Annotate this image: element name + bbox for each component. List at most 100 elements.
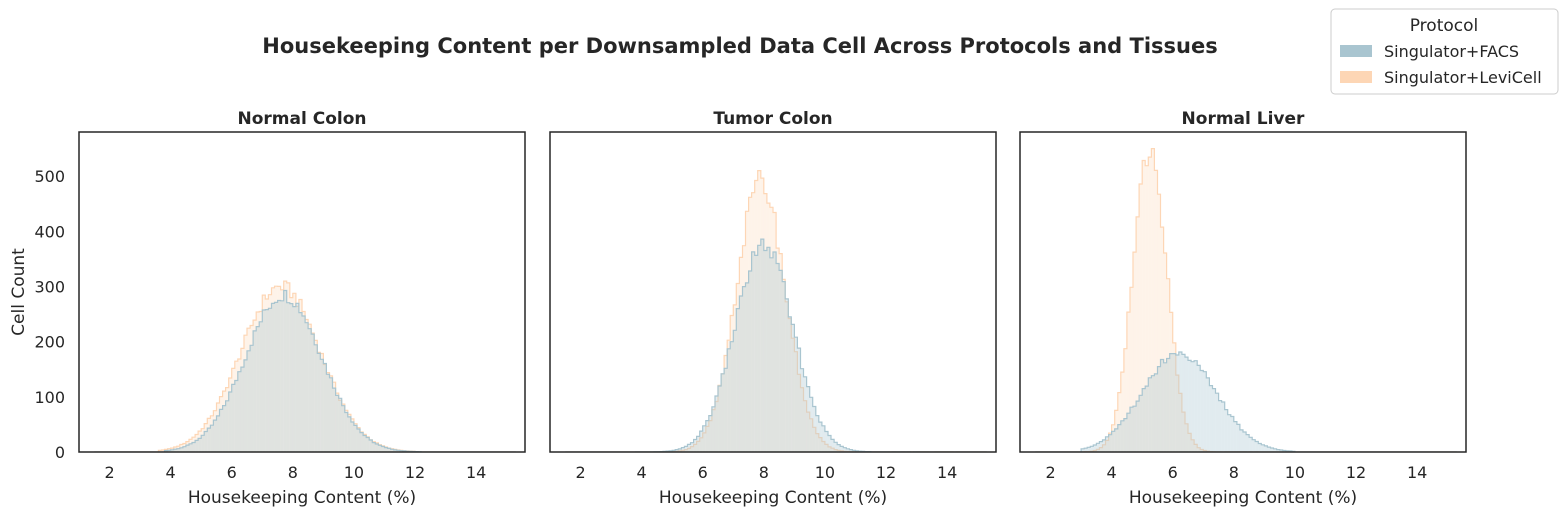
- bar-levicell: [292, 293, 296, 452]
- bar-facs: [378, 445, 382, 452]
- bar-facs: [173, 449, 177, 452]
- bar-facs: [837, 444, 841, 452]
- bar-facs: [718, 385, 722, 452]
- bar-levicell: [259, 311, 263, 452]
- y-tick-label: 500: [34, 167, 65, 186]
- bar-facs: [253, 330, 257, 452]
- bar-facs: [693, 439, 697, 452]
- bar-levicell: [1111, 424, 1115, 452]
- x-tick-label: 12: [876, 463, 896, 482]
- bar-facs: [1154, 373, 1158, 452]
- bar-facs: [1233, 421, 1237, 452]
- bar-levicell: [1133, 252, 1137, 452]
- bar-facs: [1191, 361, 1195, 452]
- plot-area: [1035, 148, 1457, 452]
- bar-facs: [1136, 401, 1140, 452]
- bar-levicell: [216, 403, 220, 452]
- bar-facs: [344, 412, 348, 452]
- bar-levicell: [158, 450, 162, 452]
- bar-facs: [216, 415, 220, 452]
- bar-facs: [225, 400, 229, 452]
- bar-facs: [711, 406, 715, 452]
- panel-normal-colon: Normal Colon 2 4 6 8 10 12 14 Housekeeping Conte…: [34, 109, 526, 508]
- bar-facs: [210, 425, 214, 452]
- bar-facs: [714, 396, 719, 452]
- step-outline-levicell: [1035, 148, 1457, 452]
- x-tick-label: 8: [759, 463, 769, 482]
- x-tick-label: 2: [104, 463, 114, 482]
- bar-facs: [1145, 386, 1149, 452]
- panel-frame: [1019, 131, 1467, 453]
- bar-facs: [314, 344, 318, 452]
- bar-facs: [1169, 353, 1173, 452]
- bar-levicell: [338, 400, 342, 452]
- bar-levicell: [724, 355, 728, 452]
- bar-facs: [1142, 388, 1146, 452]
- bar-levicell: [1175, 375, 1179, 452]
- bar-levicell: [247, 328, 251, 452]
- x-tick-label: 8: [1229, 463, 1239, 482]
- bar-levicell: [1108, 433, 1112, 452]
- bar-facs: [702, 425, 706, 452]
- bar-levicell: [323, 364, 327, 452]
- bar-facs: [840, 446, 844, 452]
- bar-levicell: [344, 410, 348, 452]
- x-tick-label: 4: [1107, 463, 1117, 482]
- bar-facs: [1175, 354, 1179, 452]
- bar-levicell: [369, 439, 373, 452]
- bar-levicell: [353, 423, 357, 452]
- bar-facs: [1093, 445, 1097, 452]
- bar-facs: [1206, 377, 1210, 452]
- bar-levicell: [1114, 410, 1118, 452]
- bar-levicell: [256, 311, 260, 452]
- bar-facs: [250, 345, 254, 452]
- bar-facs: [170, 449, 174, 452]
- bar-facs: [1160, 359, 1164, 452]
- bar-levicell: [791, 338, 795, 452]
- bar-facs: [736, 308, 740, 452]
- bar-levicell: [308, 324, 312, 452]
- bar-levicell: [1151, 148, 1155, 452]
- bar-facs: [815, 415, 819, 452]
- bar-levicell: [387, 448, 391, 452]
- bar-levicell: [1136, 216, 1140, 452]
- bar-levicell: [289, 297, 293, 452]
- bar-facs: [846, 448, 850, 452]
- bar-facs: [372, 442, 376, 452]
- bar-facs: [198, 438, 202, 452]
- bar-facs: [773, 252, 777, 452]
- bar-facs: [818, 422, 822, 452]
- bar-facs: [231, 384, 235, 452]
- bar-facs: [831, 439, 835, 452]
- bar-facs: [779, 270, 783, 452]
- legend-swatch-facs: [1340, 45, 1372, 57]
- bar-facs: [1203, 371, 1207, 452]
- x-tick-label: 10: [1285, 463, 1305, 482]
- bar-facs: [338, 398, 342, 452]
- bar-facs: [834, 442, 838, 452]
- bar-levicell: [1191, 439, 1195, 452]
- bar-facs: [350, 422, 354, 452]
- bar-levicell: [736, 283, 740, 452]
- bar-levicell: [207, 418, 211, 452]
- bar-facs: [763, 250, 767, 452]
- bar-facs: [1279, 450, 1283, 452]
- bar-facs: [1163, 362, 1167, 452]
- bar-facs: [1087, 447, 1091, 452]
- bar-facs: [742, 286, 746, 452]
- bar-facs: [849, 449, 853, 452]
- bar-facs: [1105, 436, 1109, 452]
- bar-levicell: [286, 282, 290, 452]
- legend-swatch-levicell: [1340, 71, 1372, 83]
- bar-facs: [369, 439, 373, 452]
- bar-levicell: [757, 170, 761, 452]
- bar-facs: [721, 373, 725, 452]
- bar-facs: [295, 303, 299, 452]
- bar-levicell: [360, 431, 364, 452]
- bar-facs: [390, 449, 394, 452]
- bar-levicell: [769, 207, 773, 452]
- bar-levicell: [773, 212, 777, 452]
- y-tick-label: 100: [34, 388, 65, 407]
- bar-levicell: [1188, 433, 1192, 452]
- bar-facs: [298, 312, 302, 452]
